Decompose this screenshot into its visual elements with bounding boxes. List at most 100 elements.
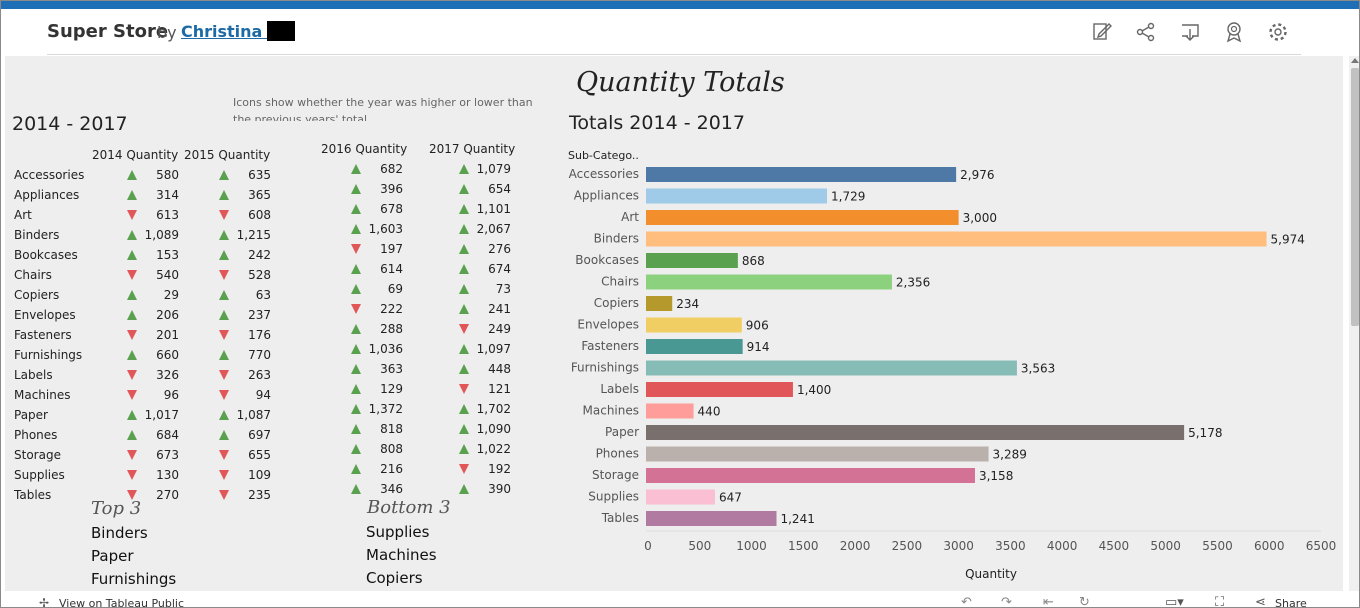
scroll-up-icon[interactable]	[1351, 58, 1359, 63]
quantity-value: 130	[156, 468, 179, 482]
quantity-cell-2014[interactable]: 673	[127, 448, 187, 462]
quantity-cell-2017[interactable]: 241	[459, 302, 519, 316]
down-triangle-icon	[219, 470, 229, 480]
quantity-cell-2014[interactable]: 96	[127, 388, 187, 402]
quantity-cell-2015[interactable]: 94	[219, 388, 279, 402]
quantity-cell-2014[interactable]: 206	[127, 308, 187, 322]
quantity-value: 655	[248, 448, 271, 462]
quantity-cell-2014[interactable]: 314	[127, 188, 187, 202]
quantity-cell-2016[interactable]: 288	[351, 322, 411, 336]
up-triangle-icon	[127, 250, 137, 260]
share-button[interactable]: Share	[1275, 597, 1307, 608]
device-preview-icon[interactable]: ▭▾	[1165, 595, 1184, 608]
quantity-cell-2015[interactable]: 770	[219, 348, 279, 362]
download-icon[interactable]	[1179, 21, 1201, 43]
quantity-cell-2014[interactable]: 580	[127, 168, 187, 182]
quantity-cell-2015[interactable]: 608	[219, 208, 279, 222]
share-icon[interactable]	[1135, 21, 1157, 43]
gear-icon[interactable]	[1267, 21, 1289, 43]
footer-share-icon[interactable]: ⋖	[1255, 595, 1266, 608]
quantity-cell-2014[interactable]: 270	[127, 488, 187, 502]
quantity-cell-2016[interactable]: 678	[351, 202, 411, 216]
quantity-cell-2015[interactable]: 235	[219, 488, 279, 502]
quantity-cell-2014[interactable]: 660	[127, 348, 187, 362]
quantity-cell-2017[interactable]: 448	[459, 362, 519, 376]
quantity-cell-2016[interactable]: 1,372	[351, 402, 411, 416]
quantity-value: 684	[156, 428, 179, 442]
quantity-cell-2015[interactable]: 242	[219, 248, 279, 262]
quantity-cell-2016[interactable]: 682	[351, 162, 411, 176]
quantity-cell-2014[interactable]: 153	[127, 248, 187, 262]
up-triangle-icon	[127, 430, 137, 440]
quantity-cell-2016[interactable]: 363	[351, 362, 411, 376]
quantity-cell-2015[interactable]: 63	[219, 288, 279, 302]
quantity-cell-2016[interactable]: 222	[351, 302, 411, 316]
quantity-cell-2017[interactable]: 1,097	[459, 342, 519, 356]
quantity-cell-2015[interactable]: 1,215	[219, 228, 279, 242]
quantity-cell-2015[interactable]: 697	[219, 428, 279, 442]
up-triangle-icon	[351, 324, 361, 334]
badge-icon[interactable]	[1223, 21, 1245, 43]
quantity-cell-2014[interactable]: 201	[127, 328, 187, 342]
quantity-cell-2016[interactable]: 808	[351, 442, 411, 456]
quantity-cell-2017[interactable]: 192	[459, 462, 519, 476]
viz-footer: ✢ View on Tableau Public ↶ ↷ ⇤ ↻ ▭▾ ⛶ ⋖ …	[1, 591, 1359, 608]
quantity-cell-2016[interactable]: 197	[351, 242, 411, 256]
scrollbar-thumb[interactable]	[1351, 68, 1359, 326]
quantity-cell-2015[interactable]: 635	[219, 168, 279, 182]
refresh-icon[interactable]: ↻	[1079, 595, 1090, 608]
quantity-cell-2014[interactable]: 1,089	[127, 228, 187, 242]
undo-icon[interactable]: ↶	[961, 595, 972, 608]
quantity-cell-2017[interactable]: 1,101	[459, 202, 519, 216]
fullscreen-icon[interactable]: ⛶	[1215, 595, 1225, 608]
quantity-cell-2017[interactable]: 1,702	[459, 402, 519, 416]
quantity-cell-2017[interactable]: 73	[459, 282, 519, 296]
quantity-cell-2014[interactable]: 130	[127, 468, 187, 482]
quantity-cell-2017[interactable]: 2,067	[459, 222, 519, 236]
quantity-cell-2015[interactable]: 109	[219, 468, 279, 482]
quantity-cell-2014[interactable]: 540	[127, 268, 187, 282]
quantity-cell-2017[interactable]: 1,079	[459, 162, 519, 176]
quantity-cell-2016[interactable]: 216	[351, 462, 411, 476]
quantity-cell-2014[interactable]: 29	[127, 288, 187, 302]
down-triangle-icon	[127, 270, 137, 280]
redo-icon[interactable]: ↷	[1001, 595, 1012, 608]
up-triangle-icon	[219, 310, 229, 320]
down-triangle-icon	[127, 330, 137, 340]
quantity-cell-2017[interactable]: 121	[459, 382, 519, 396]
year-range-title: 2014 - 2017	[12, 113, 128, 135]
quantity-cell-2017[interactable]: 1,090	[459, 422, 519, 436]
quantity-cell-2016[interactable]: 614	[351, 262, 411, 276]
quantity-cell-2016[interactable]: 69	[351, 282, 411, 296]
quantity-cell-2014[interactable]: 684	[127, 428, 187, 442]
revert-icon[interactable]: ⇤	[1043, 595, 1054, 608]
quantity-cell-2015[interactable]: 237	[219, 308, 279, 322]
quantity-cell-2017[interactable]: 674	[459, 262, 519, 276]
quantity-cell-2014[interactable]: 1,017	[127, 408, 187, 422]
quantity-cell-2016[interactable]: 1,603	[351, 222, 411, 236]
quantity-cell-2015[interactable]: 176	[219, 328, 279, 342]
quantity-cell-2015[interactable]: 528	[219, 268, 279, 282]
quantity-cell-2014[interactable]: 613	[127, 208, 187, 222]
vertical-scrollbar[interactable]	[1349, 56, 1359, 591]
quantity-cell-2015[interactable]: 1,087	[219, 408, 279, 422]
quantity-cell-2017[interactable]: 1,022	[459, 442, 519, 456]
quantity-cell-2015[interactable]: 655	[219, 448, 279, 462]
quantity-cell-2016[interactable]: 1,036	[351, 342, 411, 356]
quantity-cell-2017[interactable]: 249	[459, 322, 519, 336]
quantity-cell-2016[interactable]: 346	[351, 482, 411, 496]
up-triangle-icon	[127, 310, 137, 320]
quantity-cell-2016[interactable]: 818	[351, 422, 411, 436]
quantity-cell-2016[interactable]: 129	[351, 382, 411, 396]
view-on-tableau-link[interactable]: View on Tableau Public	[59, 597, 185, 608]
quantity-cell-2016[interactable]: 396	[351, 182, 411, 196]
quantity-cell-2017[interactable]: 276	[459, 242, 519, 256]
edit-icon[interactable]	[1091, 21, 1113, 43]
quantity-cell-2014[interactable]: 326	[127, 368, 187, 382]
quantity-cell-2015[interactable]: 365	[219, 188, 279, 202]
author-link[interactable]: Christina S	[181, 22, 280, 41]
quantity-cell-2015[interactable]: 263	[219, 368, 279, 382]
quantity-value: 1,022	[476, 442, 511, 456]
quantity-cell-2017[interactable]: 654	[459, 182, 519, 196]
quantity-cell-2017[interactable]: 390	[459, 482, 519, 496]
